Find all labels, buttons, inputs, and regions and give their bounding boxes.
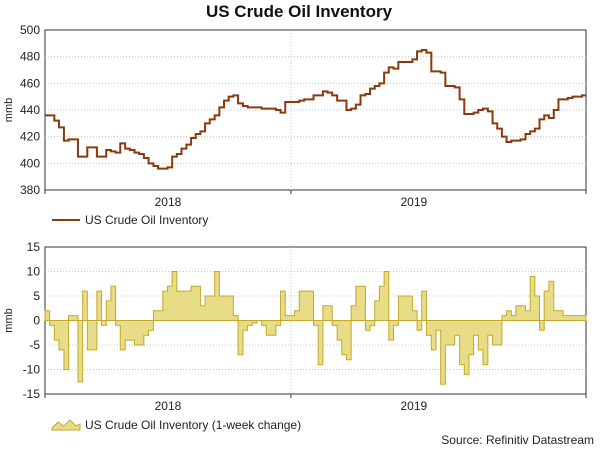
y-tick-label: 400 [20,156,40,170]
x-tick-label: 2019 [401,195,428,209]
y-tick-label: 460 [20,76,40,90]
weekly-change-y-ticks: -15 -10 -5 0 5 10 15 [23,240,41,401]
chart-title: US Crude Oil Inventory [206,2,393,21]
x-tick-label: 2018 [155,399,182,413]
y-tick-label: 440 [20,103,40,117]
y-tick-label: 500 [20,23,40,37]
weekly-change-y-axis-label: mmb [3,308,15,332]
y-tick-label: 0 [33,314,40,328]
y-tick-label: -15 [23,387,41,401]
source-note: Source: Refinitiv Datastream [441,433,594,447]
inventory-x-ticks: 2018 2019 [44,190,587,209]
inventory-legend: US Crude Oil Inventory [52,213,208,227]
y-tick-label: -5 [29,338,40,352]
inventory-gridlines [45,30,586,190]
x-tick-label: 2018 [155,195,182,209]
y-tick-label: 10 [27,265,41,279]
y-tick-label: 5 [33,289,40,303]
inventory-panel: 380 400 420 440 460 480 500 2018 2019 mmb [3,23,587,209]
weekly-change-x-ticks: 2018 2019 [44,394,587,413]
y-tick-label: 15 [27,240,41,254]
weekly-change-series-area [44,271,587,385]
inventory-series-line [45,49,586,170]
weekly-change-legend-swatch [51,419,81,431]
x-tick-label: 2019 [401,399,428,413]
weekly-change-panel: -15 -10 -5 0 5 10 15 2018 2019 mmb [3,240,587,413]
weekly-change-legend-label: US Crude Oil Inventory (1-week change) [85,418,301,432]
y-tick-label: 480 [20,50,40,64]
inventory-y-ticks: 380 400 420 440 460 480 500 [20,23,40,197]
y-tick-label: 380 [20,183,40,197]
y-tick-label: -10 [23,363,41,377]
inventory-legend-label: US Crude Oil Inventory [85,213,208,227]
inventory-y-axis-label: mmb [3,98,15,122]
y-tick-label: 420 [20,130,40,144]
weekly-change-legend: US Crude Oil Inventory (1-week change) [51,418,301,432]
